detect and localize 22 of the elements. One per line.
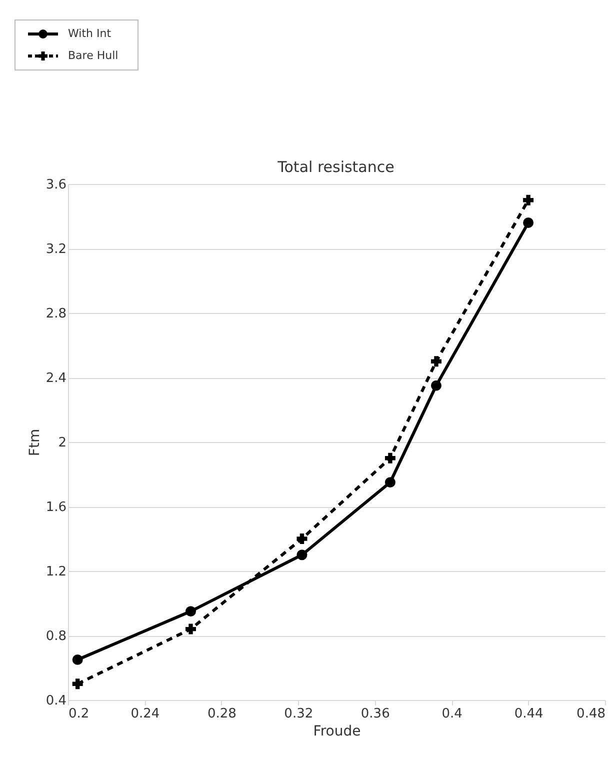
y-tick-label: 2.4 <box>46 371 66 386</box>
chart-title: Total resistance <box>276 158 394 176</box>
x-tick-label: 0.28 <box>207 706 236 722</box>
x-tick-label: 0.44 <box>514 706 544 722</box>
y-tick-label: 2 <box>58 436 66 450</box>
x-tick-label: 0.2 <box>68 706 90 722</box>
x-tick-label: 0.24 <box>130 706 160 722</box>
y-tick-label: 2.8 <box>46 306 66 322</box>
y-axis-title: Ftm <box>26 428 43 456</box>
x-tick-label: 0.4 <box>442 706 462 722</box>
legend-label: With Int <box>68 27 112 40</box>
y-tick-label: 1.6 <box>46 500 66 515</box>
legend-label: Bare Hull <box>68 49 118 62</box>
y-tick-label: 3.2 <box>46 242 66 257</box>
x-tick-label: 0.32 <box>284 706 314 722</box>
y-tick-label: 0.4 <box>46 694 66 708</box>
y-tick-label: 0.8 <box>46 629 66 644</box>
y-tick-label: 1.2 <box>46 564 66 580</box>
x-tick-label: 0.48 <box>576 706 606 722</box>
y-tick-label: 3.6 <box>46 178 66 192</box>
x-axis-title: Froude <box>313 724 361 740</box>
x-tick-label: 0.36 <box>360 706 390 722</box>
